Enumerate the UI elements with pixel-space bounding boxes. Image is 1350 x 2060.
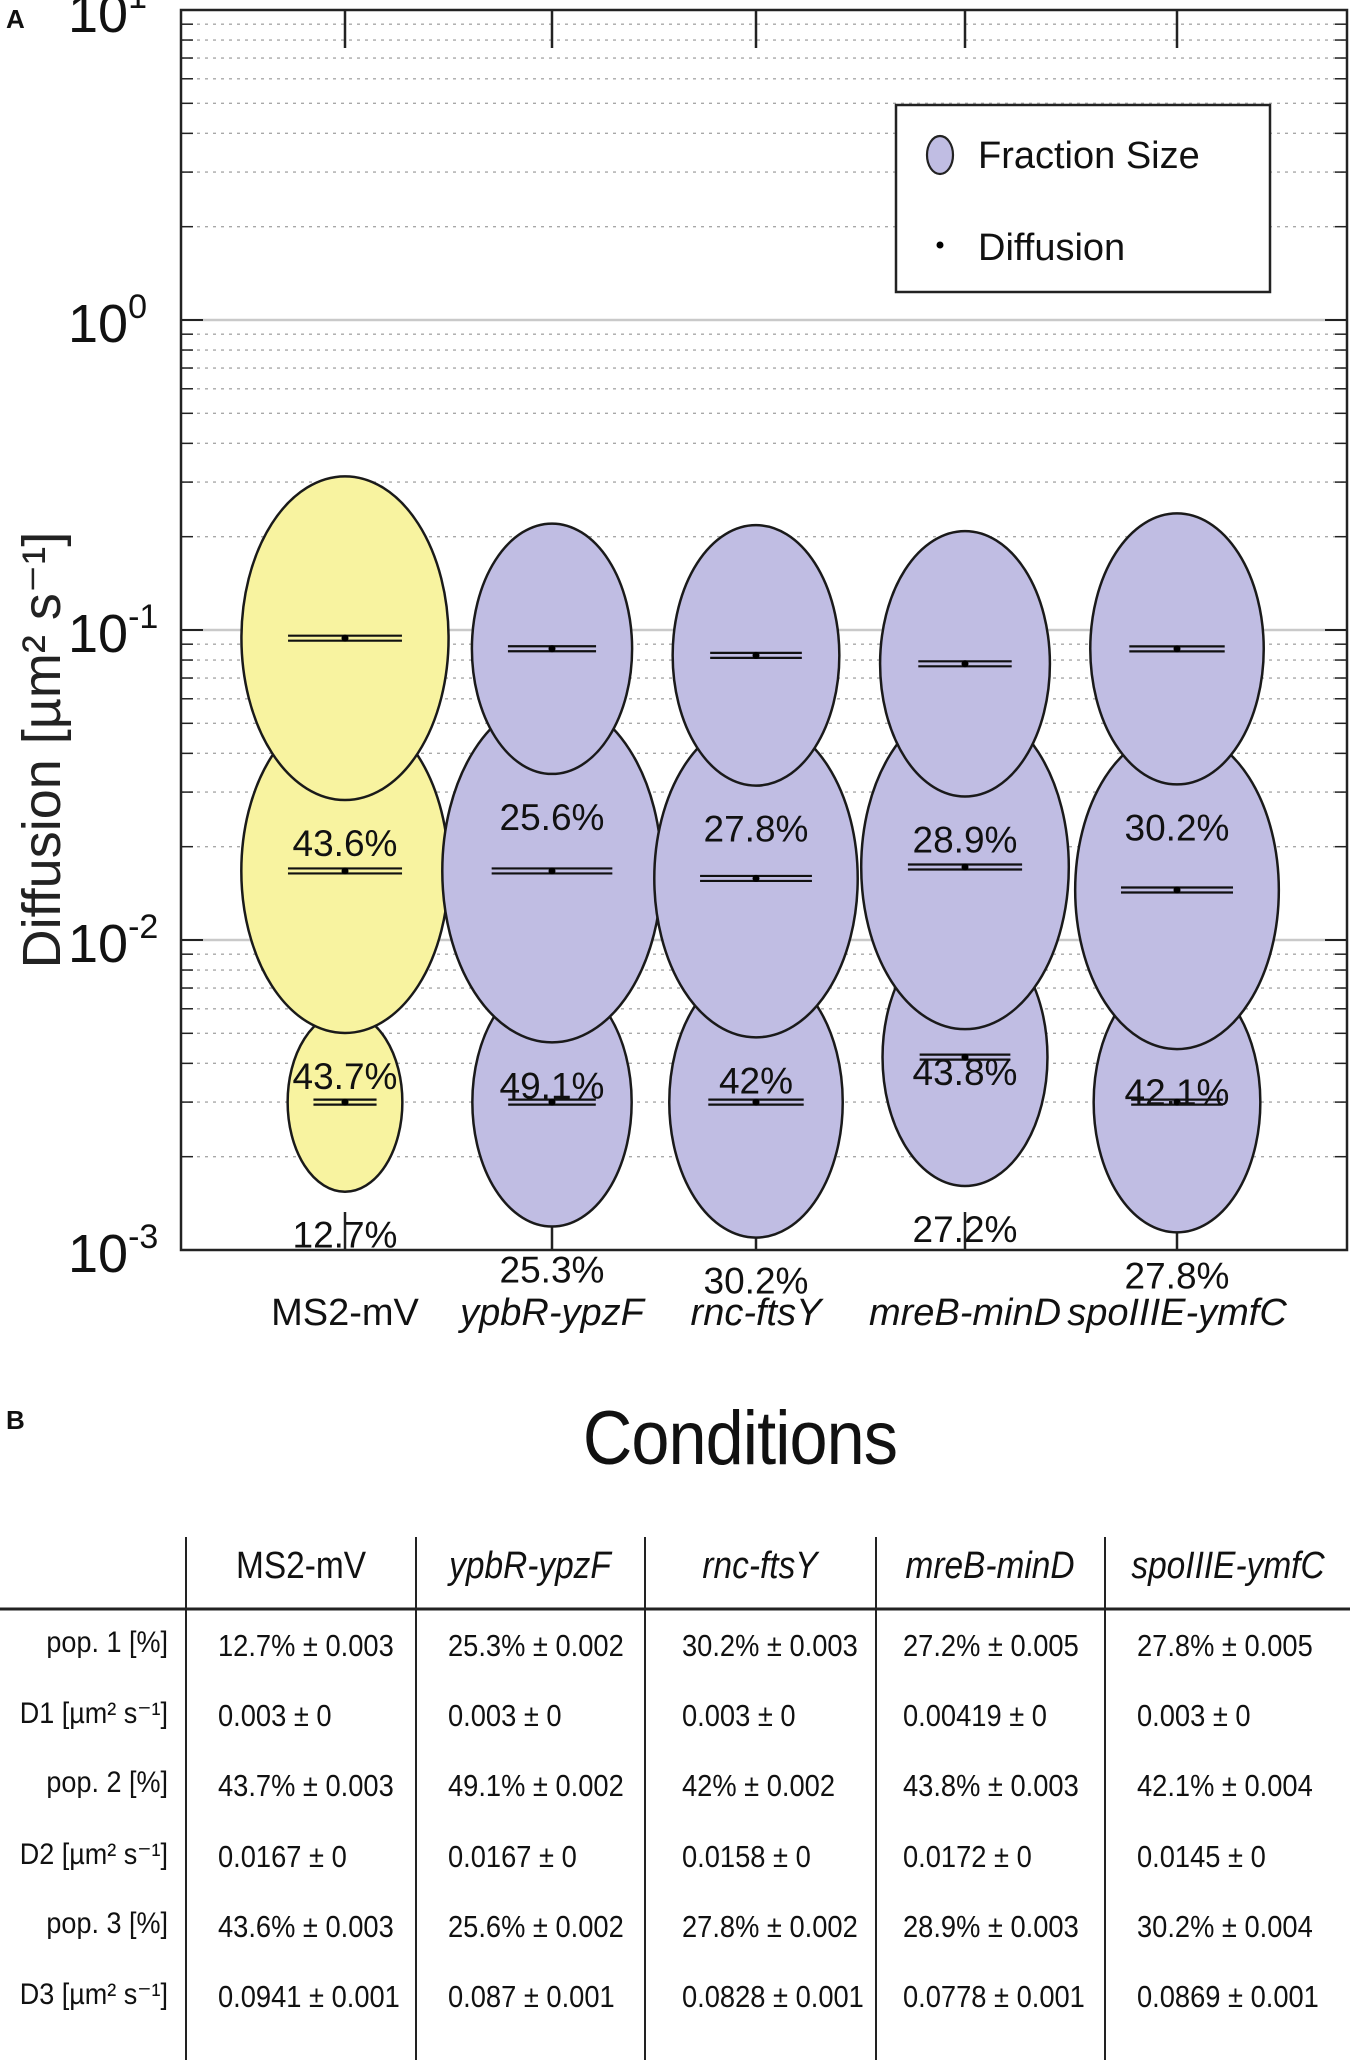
diffusion-point	[1173, 645, 1181, 653]
y-tick-label: 100	[68, 288, 147, 354]
fraction-label: 12.7%	[293, 1215, 398, 1256]
legend-bubble-swatch	[925, 134, 955, 176]
fraction-label: 30.2%	[704, 1261, 809, 1302]
fraction-label: 27.2%	[913, 1209, 1018, 1250]
table-row-label: D1 [µm² s⁻¹]	[19, 1697, 168, 1730]
fraction-label: 43.6%	[293, 823, 398, 864]
legend-box	[894, 103, 1272, 294]
diffusion-point	[752, 651, 760, 659]
table-column-header: ypbR-ypzF	[449, 1545, 611, 1587]
diffusion-point	[548, 867, 556, 875]
diffusion-point	[752, 1098, 760, 1106]
panel-label-a: A	[6, 4, 25, 34]
table-cell: 0.0828 ± 0.001	[682, 1979, 864, 2014]
table-cell: 43.7% ± 0.003	[218, 1768, 394, 1803]
diffusion-point	[548, 1098, 556, 1106]
table-cell: 43.8% ± 0.003	[903, 1768, 1079, 1803]
y-tick-label: 10-3	[68, 1218, 158, 1284]
fraction-label: 43.7%	[293, 1056, 398, 1097]
table-title: Conditions	[582, 1396, 898, 1481]
diffusion-point	[1173, 886, 1181, 894]
table-cell: 0.0778 ± 0.001	[903, 1979, 1085, 2014]
fraction-label: 27.8%	[1125, 1255, 1230, 1296]
diffusion-point	[961, 660, 969, 668]
diffusion-point	[341, 867, 349, 875]
table-row-label: pop. 2 [%]	[46, 1766, 168, 1799]
table-grid-lines	[0, 1537, 1350, 2060]
fraction-label: 43.8%	[913, 1052, 1018, 1093]
diffusion-point	[341, 1098, 349, 1106]
table-cell: 0.0172 ± 0	[903, 1839, 1032, 1874]
diffusion-point	[961, 863, 969, 871]
legend-point-swatch	[936, 241, 944, 249]
table-cell: 27.2% ± 0.005	[903, 1628, 1079, 1663]
diffusion-point	[341, 634, 349, 642]
table-cell: 0.0167 ± 0	[448, 1839, 577, 1874]
fraction-label: 25.6%	[500, 797, 605, 838]
table-cell: 0.0145 ± 0	[1137, 1839, 1266, 1874]
table-cell: 0.003 ± 0	[218, 1698, 332, 1733]
legend-fraction-label: Fraction Size	[978, 135, 1200, 177]
diffusion-point	[961, 1053, 969, 1061]
fraction-label: 42%	[719, 1060, 793, 1101]
diffusion-point	[548, 645, 556, 653]
table-row-label: pop. 3 [%]	[46, 1907, 168, 1940]
table-cell: 42.1% ± 0.004	[1137, 1768, 1313, 1803]
x-category-label: MS2-mV	[271, 1292, 419, 1334]
table-column-header: mreB-minD	[905, 1545, 1075, 1587]
fraction-label: 28.9%	[913, 819, 1018, 860]
y-axis-label: Diffusion [µm² s⁻¹]	[12, 532, 72, 969]
table-cell: 0.003 ± 0	[682, 1698, 796, 1733]
table-cell: 27.8% ± 0.005	[1137, 1628, 1313, 1663]
table-cell: 12.7% ± 0.003	[218, 1628, 394, 1663]
bubble-chart: 10-3 10-2 10-1 100 101 Diffusion [µm² s⁻¹] MS2…	[12, 0, 1349, 1334]
legend-diffusion-label: Diffusion	[978, 227, 1125, 269]
x-category-label: mreB-minD	[869, 1292, 1061, 1334]
fraction-label: 27.8%	[704, 809, 809, 850]
table-cell: 30.2% ± 0.004	[1137, 1909, 1313, 1944]
diffusion-point	[752, 874, 760, 882]
table-cell: 0.003 ± 0	[1137, 1698, 1251, 1733]
x-category-label: spoIIIE-ymfC	[1067, 1292, 1287, 1334]
table-cell: 42% ± 0.002	[682, 1768, 836, 1803]
table-cell: 0.0158 ± 0	[682, 1839, 811, 1874]
diffusion-point	[1173, 1098, 1181, 1106]
table-cell: 0.0941 ± 0.001	[218, 1979, 400, 2014]
table-cell: 28.9% ± 0.003	[903, 1909, 1079, 1944]
fraction-label: 30.2%	[1125, 807, 1230, 848]
table-row-label: D3 [µm² s⁻¹]	[19, 1978, 168, 2011]
table-cell: 0.0869 ± 0.001	[1137, 1979, 1319, 2014]
table-cell: 0.00419 ± 0	[903, 1698, 1047, 1733]
table-row-label: D2 [µm² s⁻¹]	[19, 1838, 168, 1871]
table-cell: 43.6% ± 0.003	[218, 1909, 394, 1944]
y-tick-label: 10-2	[68, 908, 158, 974]
x-category-label: rnc-ftsY	[691, 1292, 825, 1334]
table-column-header: MS2-mV	[235, 1545, 367, 1587]
table-cell: 25.3% ± 0.002	[448, 1628, 624, 1663]
table-column-header: rnc-ftsY	[702, 1545, 818, 1587]
table-row-label: pop. 1 [%]	[46, 1626, 168, 1659]
table-cell: 25.6% ± 0.002	[448, 1909, 624, 1944]
table-cell: 0.087 ± 0.001	[448, 1979, 615, 2014]
fraction-label: 42.1%	[1125, 1072, 1230, 1113]
x-category-label: ypbR-ypzF	[457, 1292, 645, 1334]
conditions-table: MS2-mV ypbR-ypzF rnc-ftsY mreB-minD spoIIIE-…	[0, 1525, 1350, 2060]
table-cell: 30.2% ± 0.003	[682, 1628, 858, 1663]
panel-label-b: B	[6, 1405, 25, 1435]
fraction-label: 49.1%	[500, 1065, 605, 1106]
table-cell: 27.8% ± 0.002	[682, 1909, 858, 1944]
plot-frame	[179, 8, 1349, 1252]
table-column-header: spoIIIE-ymfC	[1131, 1545, 1325, 1587]
table-cell: 0.003 ± 0	[448, 1698, 562, 1733]
fraction-label: 25.3%	[500, 1250, 605, 1291]
y-tick-label: 10-1	[68, 598, 158, 664]
table-cell: 0.0167 ± 0	[218, 1839, 347, 1874]
table-cell: 49.1% ± 0.002	[448, 1768, 624, 1803]
y-tick-label: 101	[68, 0, 147, 44]
